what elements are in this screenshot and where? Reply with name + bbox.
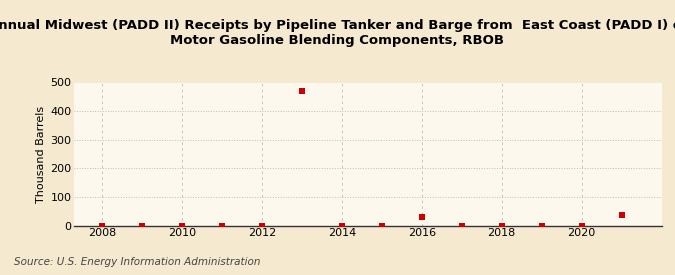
Point [256,223,267,228]
Point [296,89,307,93]
Text: Annual Midwest (PADD II) Receipts by Pipeline Tanker and Barge from  East Coast : Annual Midwest (PADD II) Receipts by Pip… [0,19,675,47]
Point [177,223,188,228]
Point [496,223,507,228]
Point [456,223,467,228]
Point [97,223,107,228]
Point [576,223,587,228]
Point [416,215,427,220]
Y-axis label: Thousand Barrels: Thousand Barrels [36,105,46,203]
Point [616,212,627,217]
Point [337,223,348,228]
Point [536,223,547,228]
Point [377,223,387,228]
Point [137,223,148,228]
Text: Source: U.S. Energy Information Administration: Source: U.S. Energy Information Administ… [14,257,260,267]
Point [217,223,227,228]
